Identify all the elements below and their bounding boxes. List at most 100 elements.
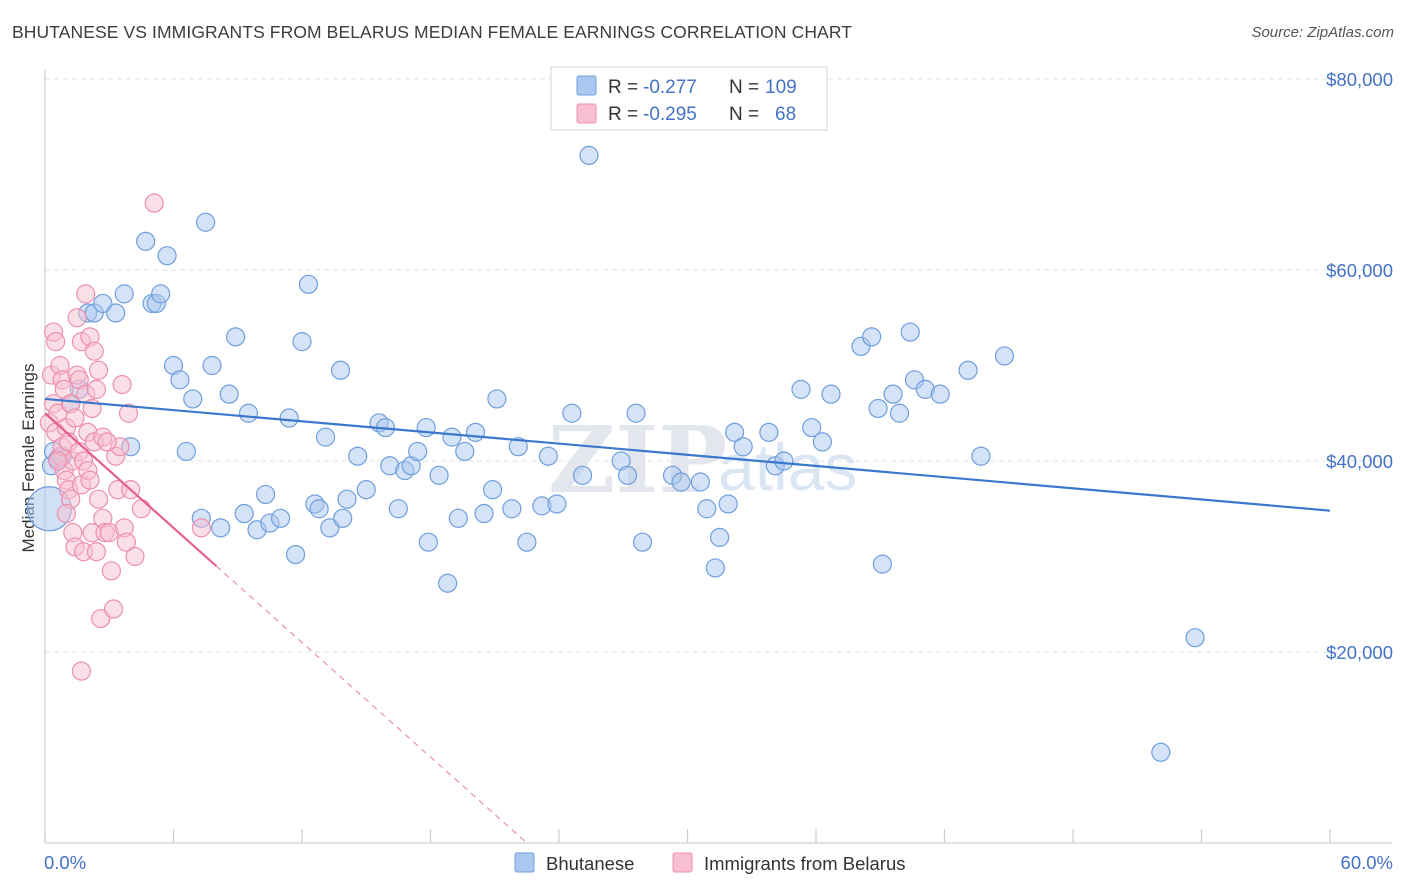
legend-n-label-1: N = xyxy=(729,77,759,98)
y-tick-label-0: $20,000 xyxy=(1326,642,1393,663)
point-bhutanese xyxy=(202,355,222,376)
point-bhutanese xyxy=(718,494,738,514)
point-bhutanese xyxy=(448,508,468,528)
point-bhutanese xyxy=(176,441,196,462)
point-bhutanese xyxy=(292,332,312,352)
point-bhutanese xyxy=(572,465,593,485)
point-belarus xyxy=(97,432,117,452)
point-bhutanese xyxy=(211,518,231,538)
point-bhutanese xyxy=(617,465,638,485)
point-bhutanese xyxy=(408,441,428,462)
point-bhutanese xyxy=(710,527,730,548)
point-bhutanese xyxy=(547,494,567,514)
point-bhutanese xyxy=(971,446,991,466)
point-bhutanese xyxy=(889,403,910,423)
point-bhutanese xyxy=(502,499,522,519)
point-bhutanese xyxy=(320,518,340,538)
point-bhutanese xyxy=(812,432,833,452)
point-bhutanese xyxy=(136,231,156,251)
x-tick-label-max: 60.0% xyxy=(1341,852,1393,873)
stats-legend-box xyxy=(550,66,828,131)
point-bhutanese xyxy=(791,379,811,399)
stats-legend: R = -0.277 N = 109 R = -0.295 N = 68 xyxy=(550,66,828,131)
point-belarus xyxy=(80,470,100,490)
point-bhutanese xyxy=(93,293,113,314)
axes xyxy=(44,70,1392,844)
point-bhutanese xyxy=(474,503,494,524)
point-bhutanese xyxy=(348,446,368,466)
point-bhutanese xyxy=(388,499,408,519)
point-bhutanese xyxy=(157,246,177,266)
point-belarus xyxy=(46,332,66,352)
point-bhutanese xyxy=(483,480,503,500)
y-tick-label-3: $80,000 xyxy=(1326,69,1393,90)
point-bhutanese xyxy=(270,508,291,528)
x-tick-label-min: 0.0% xyxy=(44,852,86,873)
point-belarus xyxy=(116,532,136,552)
y-tick-label-1: $40,000 xyxy=(1326,451,1393,472)
point-bhutanese xyxy=(1185,628,1205,648)
point-bhutanese xyxy=(626,403,646,423)
point-belarus xyxy=(86,542,107,562)
point-belarus xyxy=(144,193,164,213)
point-bhutanese xyxy=(226,327,246,347)
point-bhutanese xyxy=(733,437,753,457)
legend-n-value-2: 68 xyxy=(775,104,796,125)
point-bhutanese xyxy=(508,437,528,457)
point-bhutanese xyxy=(418,532,438,552)
point-bhutanese xyxy=(868,398,888,419)
point-belarus xyxy=(125,546,145,567)
point-belarus xyxy=(86,379,107,399)
series-belarus-points xyxy=(39,193,211,681)
point-bhutanese xyxy=(238,403,259,423)
point-bhutanese xyxy=(690,472,710,492)
point-bhutanese xyxy=(872,554,892,574)
point-bhutanese xyxy=(337,489,357,509)
trend-lines xyxy=(44,397,1331,844)
point-bhutanese xyxy=(900,322,920,342)
point-bhutanese xyxy=(1151,742,1171,762)
point-bhutanese xyxy=(774,451,794,471)
point-belarus xyxy=(191,518,211,538)
point-bhutanese xyxy=(759,422,779,442)
point-bhutanese xyxy=(455,441,475,462)
point-belarus xyxy=(101,561,121,581)
point-bhutanese xyxy=(170,370,190,390)
legend-r-value-1: -0.277 xyxy=(643,77,697,98)
source-credit: Source: ZipAtlas.com xyxy=(1251,24,1394,41)
point-bhutanese xyxy=(285,544,306,565)
point-bhutanese xyxy=(330,360,351,380)
trendline-belarus xyxy=(44,412,218,567)
point-belarus xyxy=(67,308,87,328)
point-bhutanese xyxy=(309,499,329,519)
point-belarus xyxy=(56,503,77,524)
point-bhutanese xyxy=(442,427,462,447)
legend-r-label-2: R = xyxy=(608,104,638,125)
bottom-legend-swatch-bhutanese xyxy=(514,852,535,873)
point-bhutanese xyxy=(183,389,203,409)
point-bhutanese xyxy=(705,558,725,578)
x-axis-ticks xyxy=(44,829,1331,843)
legend-r-value-2: -0.295 xyxy=(643,104,697,125)
point-bhutanese xyxy=(465,422,486,442)
point-bhutanese xyxy=(958,360,978,380)
point-belarus xyxy=(88,360,109,380)
point-bhutanese xyxy=(802,417,822,438)
legend-swatch-belarus xyxy=(576,103,597,124)
point-bhutanese xyxy=(234,503,254,524)
point-bhutanese xyxy=(821,384,841,404)
point-bhutanese xyxy=(219,384,239,404)
legend-n-label-2: N = xyxy=(729,104,759,125)
point-bhutanese xyxy=(416,417,436,438)
point-bhutanese xyxy=(196,212,216,232)
point-belarus xyxy=(88,489,109,509)
point-bhutanese xyxy=(151,284,171,304)
trendline-belarus-extension xyxy=(215,565,528,844)
point-bhutanese xyxy=(883,384,903,404)
point-bhutanese xyxy=(298,274,319,294)
point-bhutanese xyxy=(862,327,882,347)
bottom-legend-label-belarus: Immigrants from Belarus xyxy=(704,853,906,874)
point-bhutanese xyxy=(315,427,336,447)
point-bhutanese xyxy=(930,384,950,404)
